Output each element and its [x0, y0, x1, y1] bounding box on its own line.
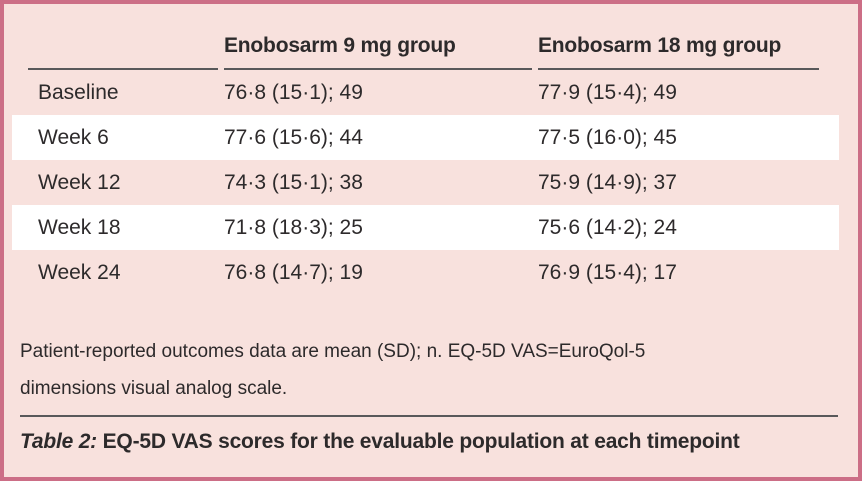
header-cell-9mg-group: Enobosarm 9 mg group	[224, 4, 532, 70]
value-cell-9mg: 77·6 (15·6); 44	[224, 125, 363, 149]
data-table: Enobosarm 9 mg group Enobosarm 18 mg gro…	[12, 4, 839, 295]
table-row: Baseline 76·8 (15·1); 49 77·9 (15·4); 49	[12, 70, 839, 115]
row-label-cell: Week 18	[38, 215, 121, 239]
value-cell-9mg: 76·8 (15·1); 49	[224, 80, 363, 104]
value-cell-9mg: 74·3 (15·1); 38	[224, 170, 363, 194]
caption-text: EQ-5D VAS scores for the evaluable popul…	[102, 430, 740, 453]
value-cell-18mg: 75·9 (14·9); 37	[538, 170, 677, 194]
table-row: Week 6 77·6 (15·6); 44 77·5 (16·0); 45	[12, 115, 839, 160]
header-cell-18mg-group: Enobosarm 18 mg group	[538, 4, 819, 70]
row-label-cell: Week 24	[38, 260, 121, 284]
row-label-cell: Week 6	[38, 125, 109, 149]
table-footnote: Patient-reported outcomes data are mean …	[20, 341, 646, 399]
table-row: Week 12 74·3 (15·1); 38 75·9 (14·9); 37	[12, 160, 839, 205]
value-cell-18mg: 77·5 (16·0); 45	[538, 125, 677, 149]
table-caption: Table 2: EQ-5D VAS scores for the evalua…	[20, 415, 838, 454]
table-body: Baseline 76·8 (15·1); 49 77·9 (15·4); 49…	[12, 70, 839, 295]
value-cell-18mg: 76·9 (15·4); 17	[538, 260, 677, 284]
header-cell-empty	[28, 4, 218, 70]
row-label-cell: Baseline	[38, 80, 119, 104]
caption-label: Table 2:	[20, 430, 97, 453]
value-cell-18mg: 77·9 (15·4); 49	[538, 80, 677, 104]
value-cell-18mg: 75·6 (14·2); 24	[538, 215, 677, 239]
row-label-cell: Week 12	[38, 170, 121, 194]
value-cell-9mg: 71·8 (18·3); 25	[224, 215, 363, 239]
value-cell-9mg: 76·8 (14·7); 19	[224, 260, 363, 284]
table-row: Week 24 76·8 (14·7); 19 76·9 (15·4); 17	[12, 250, 839, 295]
table-header-row: Enobosarm 9 mg group Enobosarm 18 mg gro…	[12, 4, 839, 70]
table-row: Week 18 71·8 (18·3); 25 75·6 (14·2); 24	[12, 205, 839, 250]
